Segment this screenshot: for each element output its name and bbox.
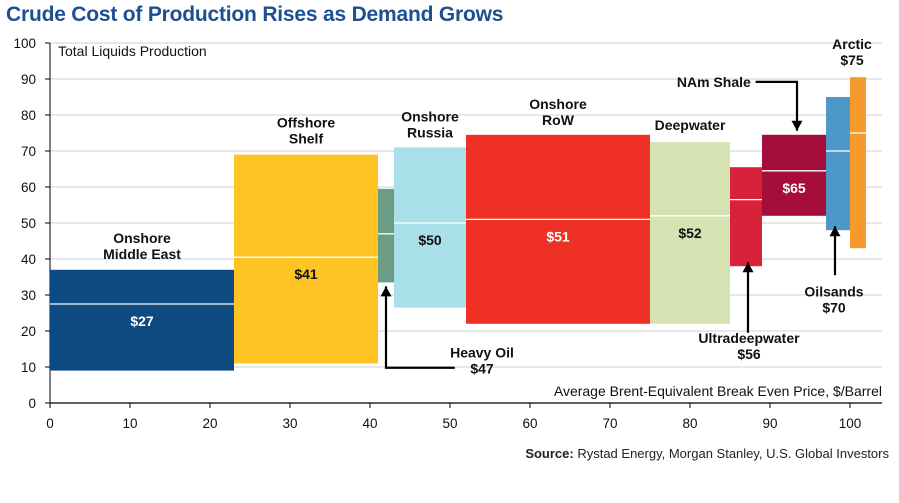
y-tick-label-90: 90 (21, 72, 36, 87)
category-label-heavy-oil-0: Heavy Oil (450, 345, 514, 361)
y-axis-title: Total Liquids Production (58, 43, 207, 59)
bar-ultradeepwater (730, 167, 762, 267)
y-tick-label-50: 50 (21, 216, 36, 231)
y-tick-label-100: 100 (13, 36, 36, 51)
category-label-onshore-row-1: RoW (542, 112, 575, 128)
category-label-onshore-russia-0: Onshore (401, 108, 459, 124)
source-note: Source: Rystad Energy, Morgan Stanley, U… (525, 446, 889, 461)
x-tick-label-80: 80 (682, 416, 697, 431)
category-label-ultradeepwater-1: $56 (737, 346, 761, 362)
category-label-deepwater-0: Deepwater (655, 117, 726, 133)
y-tick-label-60: 60 (21, 180, 36, 195)
y-tick-label-80: 80 (21, 108, 36, 123)
category-label-onshore-row-0: Onshore (529, 96, 587, 112)
bar-onshore-row (466, 134, 650, 324)
x-tick-label-30: 30 (282, 416, 297, 431)
ultradeepwater-arrow-head (742, 262, 754, 273)
category-label-nam-shale-0: NAm Shale (677, 74, 751, 90)
x-tick-label-0: 0 (46, 416, 54, 431)
chart-title: Crude Cost of Production Rises as Demand… (6, 3, 504, 26)
x-tick-label-90: 90 (762, 416, 777, 431)
nam-shale-arrow-head (791, 120, 803, 131)
bar-offshore-shelf (234, 154, 378, 364)
category-label-arctic-1: $75 (840, 52, 864, 68)
oilsands-arrow-head (829, 226, 841, 237)
y-tick-label-30: 30 (21, 288, 36, 303)
value-label-onshore-middle-east: $27 (130, 313, 154, 329)
bar-nam-shale (762, 134, 826, 216)
value-label-deepwater: $52 (678, 225, 702, 241)
x-tick-label-20: 20 (202, 416, 217, 431)
category-label-oilsands-0: Oilsands (804, 283, 863, 299)
bar-oilsands (826, 97, 850, 231)
value-label-nam-shale: $65 (782, 180, 806, 196)
bar-deepwater (650, 142, 730, 324)
heavy-oil-arrow-line (384, 286, 455, 369)
y-tick-label-20: 20 (21, 324, 36, 339)
y-tick-label-10: 10 (21, 360, 36, 375)
x-tick-label-60: 60 (522, 416, 537, 431)
category-label-onshore-middle-east-0: Onshore (113, 230, 171, 246)
category-label-arctic-0: Arctic (832, 36, 872, 52)
y-tick-label-0: 0 (28, 396, 36, 411)
y-tick-label-70: 70 (21, 144, 36, 159)
x-tick-label-70: 70 (602, 416, 617, 431)
category-label-onshore-russia-1: Russia (407, 124, 453, 140)
bar-arctic (850, 77, 866, 249)
category-label-offshore-shelf-1: Shelf (289, 131, 324, 147)
x-tick-label-40: 40 (362, 416, 377, 431)
bar-onshore-russia (394, 147, 466, 308)
x-tick-label-50: 50 (442, 416, 457, 431)
category-label-onshore-middle-east-1: Middle East (103, 246, 181, 262)
x-tick-label-100: 100 (839, 416, 862, 431)
y-tick-label-40: 40 (21, 252, 36, 267)
source-text: Rystad Energy, Morgan Stanley, U.S. Glob… (573, 446, 889, 461)
source-prefix: Source: (525, 446, 574, 461)
x-tick-label-10: 10 (122, 416, 137, 431)
value-label-onshore-russia: $50 (418, 232, 442, 248)
value-label-onshore-row: $51 (546, 228, 570, 244)
category-label-oilsands-1: $70 (822, 299, 846, 315)
value-label-offshore-shelf: $41 (294, 266, 318, 282)
category-label-ultradeepwater-0: Ultradeepwater (698, 330, 800, 346)
bar-onshore-middle-east (50, 269, 234, 371)
category-label-heavy-oil-1: $47 (470, 361, 494, 377)
heavy-oil-arrow-head (380, 286, 392, 297)
bar-heavy-oil (378, 188, 394, 283)
nam-shale-arrow-line (755, 80, 799, 131)
category-label-offshore-shelf-0: Offshore (277, 115, 336, 131)
x-axis-title: Average Brent-Equivalent Break Even Pric… (554, 383, 882, 399)
